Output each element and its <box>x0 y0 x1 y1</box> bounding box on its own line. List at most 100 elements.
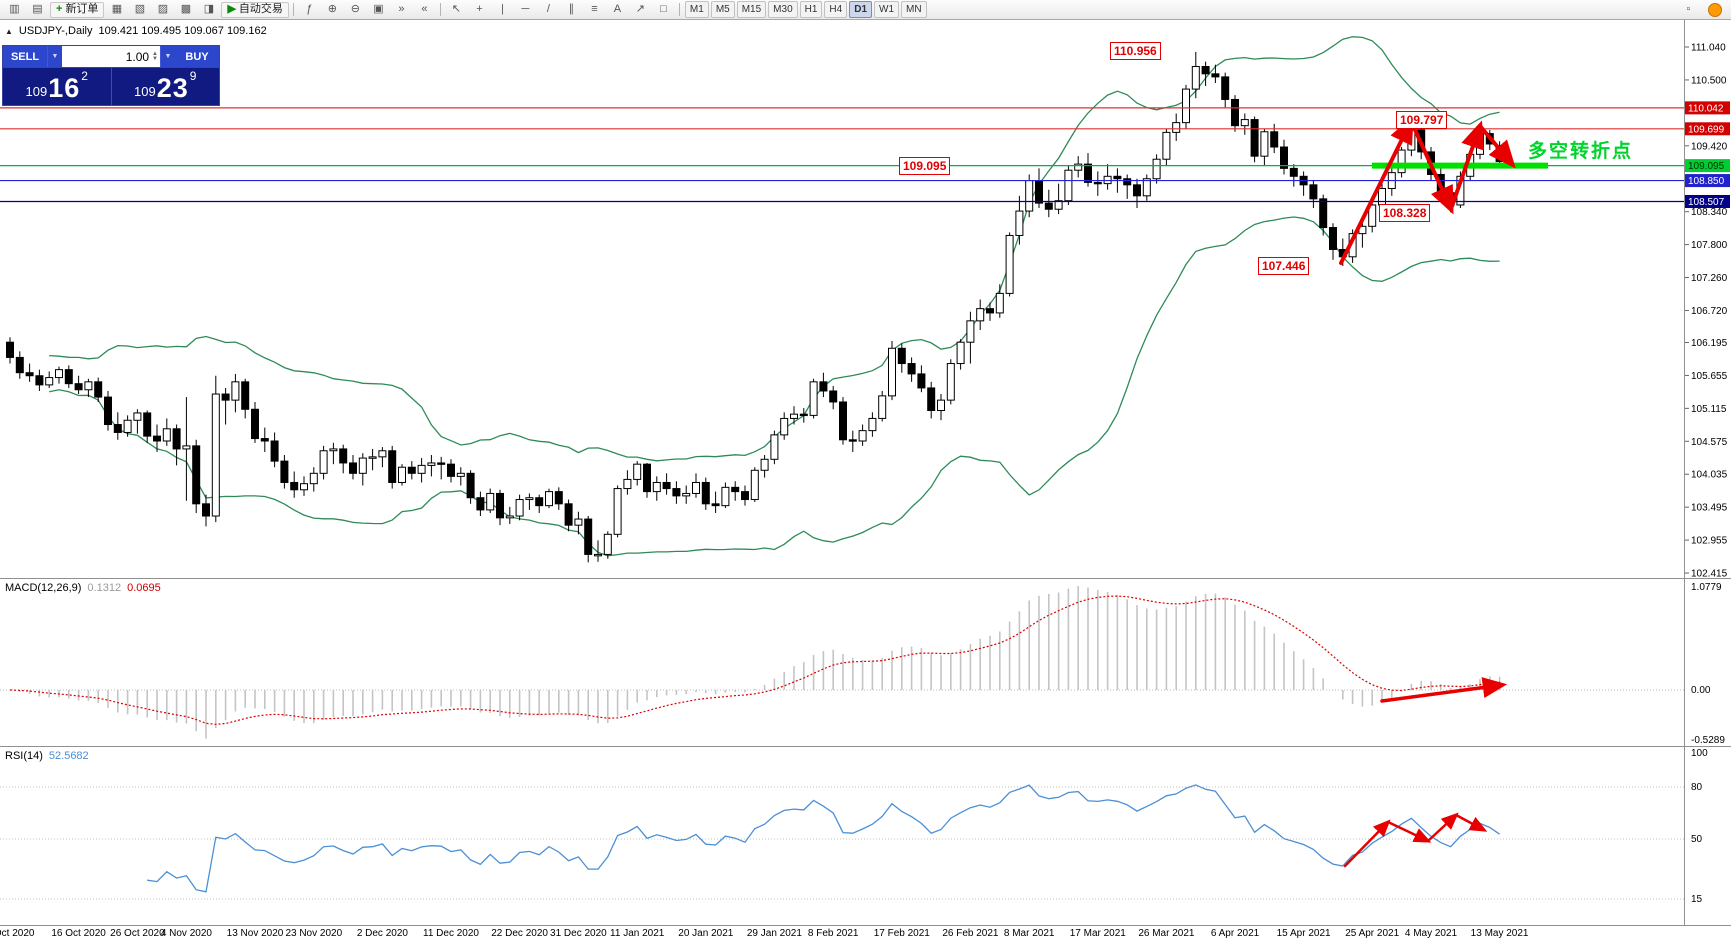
macd-histogram-bar <box>126 690 129 715</box>
price-annotation[interactable]: 109.095 <box>899 157 951 175</box>
candle-body <box>74 383 83 391</box>
cursor-icon[interactable]: ↖ <box>451 3 462 15</box>
timeframe-button-m15[interactable]: M15 <box>736 1 767 18</box>
candle-body <box>799 413 808 417</box>
trendline-icon[interactable]: / <box>546 3 550 15</box>
timeframe-button-m30[interactable]: M30 <box>768 1 798 18</box>
candle-body <box>378 450 387 458</box>
candle-body <box>956 341 965 365</box>
sell-price[interactable]: 109 16 2 <box>3 68 112 105</box>
chart-shift-icon[interactable]: « <box>421 3 428 15</box>
zoom-in-icon[interactable]: ⊕ <box>327 3 338 15</box>
buy-button[interactable]: BUY <box>175 46 219 67</box>
macd-histogram-bar <box>812 655 815 690</box>
macd-histogram-bar <box>518 690 521 718</box>
spin-up-icon[interactable]: ▲ <box>152 50 158 57</box>
price-swing-arrow[interactable] <box>1449 120 1485 211</box>
macd-histogram-bar <box>1391 690 1393 699</box>
auto-scroll-icon[interactable]: » <box>398 3 405 15</box>
timeframe-button-m5[interactable]: M5 <box>710 1 735 18</box>
macd-histogram-bar <box>910 646 913 690</box>
macd-histogram-bar <box>636 690 638 703</box>
date-axis-label: 2 Dec 2020 <box>357 928 409 939</box>
timeframe-button-m1[interactable]: M1 <box>684 1 709 18</box>
tile-windows-icon[interactable]: ▣ <box>373 3 384 15</box>
arrow-tool-icon[interactable]: ↗ <box>635 3 646 15</box>
shapes-icon[interactable]: □ <box>660 3 667 15</box>
candlestick-layer <box>6 51 1504 563</box>
candle-body <box>368 456 377 459</box>
new-order-button[interactable]: + 新订单 <box>50 1 105 18</box>
macd-histogram-bar <box>166 690 168 721</box>
crosshair-icon[interactable]: + <box>476 3 483 15</box>
rsi-swing-arrow[interactable] <box>1386 820 1432 843</box>
market-watch-icon[interactable]: ▦ <box>111 3 123 15</box>
timeframe-group: M1 M5 M15 M30 H1 H4 D1 W1 MN <box>684 1 928 18</box>
macd-trend-arrow[interactable] <box>1380 677 1508 703</box>
new-chart-icon[interactable]: ▥ <box>9 3 20 15</box>
candle-body <box>1319 198 1328 229</box>
terminal-icon[interactable]: ▩ <box>180 3 192 15</box>
date-axis-label: 26 Mar 2021 <box>1138 928 1195 939</box>
price-swing-arrow[interactable] <box>1409 119 1454 215</box>
macd-histogram-bar <box>254 690 256 709</box>
bollinger-bands-layer <box>49 36 1500 557</box>
rsi-swing-arrow[interactable] <box>1454 813 1488 832</box>
price-swing-arrow[interactable] <box>1339 115 1414 265</box>
zoom-out-icon[interactable]: ⊖ <box>350 3 361 15</box>
candle-body <box>525 497 534 501</box>
volume-stepper[interactable]: ▲ ▼ <box>152 50 158 62</box>
timeframe-button-h4[interactable]: H4 <box>824 1 848 18</box>
navigator-icon[interactable]: ▨ <box>157 3 169 15</box>
rsi-swing-arrow[interactable] <box>1426 812 1459 843</box>
horizontal-line-icon[interactable]: ─ <box>521 3 530 15</box>
vertical-line-icon[interactable]: | <box>500 3 504 15</box>
candle-body <box>584 518 593 555</box>
candle-body <box>1280 146 1288 169</box>
macd-histogram-bar <box>567 690 570 715</box>
drawn-arrows-layer[interactable] <box>1339 115 1516 868</box>
macd-histogram-bar <box>861 659 864 690</box>
date-axis-label: 15 Apr 2021 <box>1277 928 1331 939</box>
buy-price[interactable]: 109 23 9 <box>134 69 197 103</box>
one-click-collapse-icon[interactable]: ▲ <box>5 26 13 36</box>
candle-body <box>780 417 789 436</box>
notification-icon[interactable] <box>1707 2 1722 17</box>
volume-field[interactable]: 1.00 ▲ ▼ <box>62 46 160 67</box>
spin-down-icon[interactable]: ▼ <box>152 55 158 62</box>
sell-button[interactable]: SELL <box>3 46 47 67</box>
price-annotation[interactable]: 108.328 <box>1379 204 1431 222</box>
timeframe-button-w1[interactable]: W1 <box>874 1 900 18</box>
indicators-icon[interactable]: ƒ <box>306 3 313 15</box>
rsi-swing-arrow[interactable] <box>1343 819 1391 868</box>
notification-icon[interactable] <box>1703 1 1726 19</box>
candle-body <box>917 373 926 389</box>
bull-bear-turning-point-note[interactable]: 多空转折点 <box>1528 141 1634 162</box>
chart-profiles-icon[interactable]: ▤ <box>32 3 43 15</box>
auto-trading-button[interactable]: ▶ 自动交易 <box>221 1 289 18</box>
data-window-icon[interactable]: ▧ <box>134 3 146 15</box>
price-annotation[interactable]: 107.446 <box>1258 257 1310 275</box>
macd-histogram-bar <box>891 650 893 690</box>
macd-histogram-bar <box>460 690 462 707</box>
macd-histogram-bar <box>871 660 874 690</box>
text-label-icon[interactable]: A <box>613 3 622 15</box>
timeframe-button-mn[interactable]: MN <box>901 1 927 18</box>
candle-body <box>1015 210 1024 236</box>
timeframe-button-d1[interactable]: D1 <box>849 1 873 18</box>
buy-dropdown-icon[interactable]: ▼ <box>160 46 175 67</box>
price-annotation[interactable]: 110.956 <box>1110 42 1161 60</box>
strategy-tester-icon[interactable]: ◨ <box>203 3 215 15</box>
price-swing-arrow[interactable] <box>1478 124 1516 169</box>
price-annotation[interactable]: 109.797 <box>1396 111 1448 129</box>
timeframe-button-h1[interactable]: H1 <box>799 1 823 18</box>
candle-body <box>633 463 642 480</box>
date-axis-label: 13 May 2021 <box>1471 928 1529 939</box>
full-screen-icon[interactable]: ▫ <box>1686 3 1691 15</box>
fibonacci-icon[interactable]: ≡ <box>591 3 598 15</box>
sell-dropdown-icon[interactable]: ▼ <box>47 46 62 67</box>
macd-histogram-bar <box>1449 687 1452 690</box>
support-zone-bar[interactable] <box>1372 162 1548 169</box>
channel-icon[interactable]: ∥ <box>568 3 575 15</box>
